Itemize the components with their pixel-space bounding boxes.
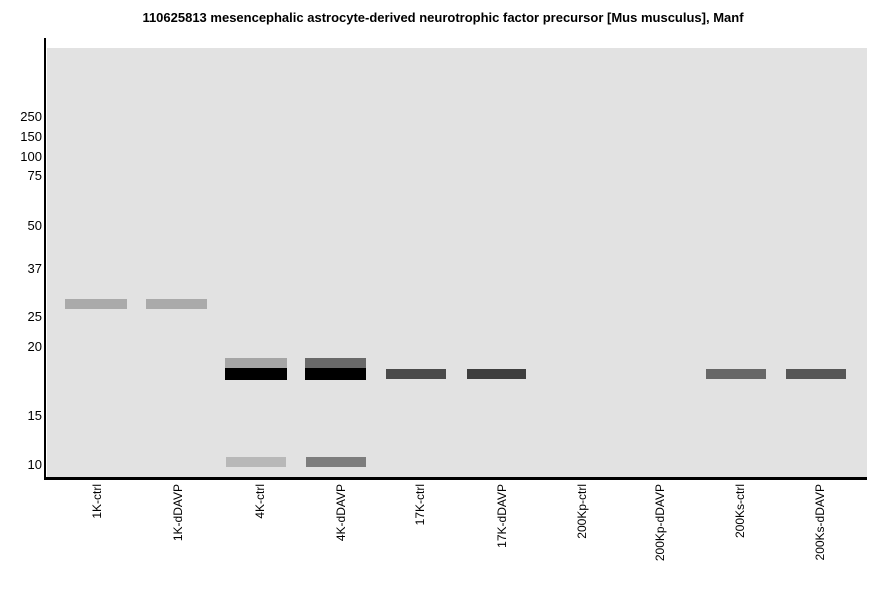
y-tick-label: 50 — [27, 218, 42, 233]
y-tick-label: 37 — [27, 261, 42, 276]
lane-label: 1K-dDAVP — [171, 484, 185, 542]
lane-label: 17K-dDAVP — [495, 484, 509, 548]
chart-title: 110625813 mesencephalic astrocyte-derive… — [142, 10, 744, 25]
lane-label: 4K-dDAVP — [334, 484, 348, 542]
lane-label: 200Ks-dDAVP — [813, 484, 827, 561]
y-tick-label: 75 — [27, 168, 42, 183]
lane-label: 200Kp-ctrl — [575, 484, 589, 539]
y-tick-label: 150 — [20, 129, 42, 144]
y-tick-label: 10 — [27, 457, 42, 472]
x-axis-labels: 1K-ctrl 1K-dDAVP 4K-ctrl 4K-dDAVP 17K-ctrl 17… — [0, 482, 886, 595]
lane-label: 200Ks-ctrl — [733, 484, 747, 539]
y-tick-label: 250 — [20, 109, 42, 124]
y-tick-label: 100 — [20, 149, 42, 164]
x-axis-line — [44, 477, 867, 480]
y-tick-label: 15 — [27, 408, 42, 423]
lane-label: 4K-ctrl — [253, 484, 267, 519]
y-tick-label: 20 — [27, 339, 42, 354]
plot-area — [47, 48, 867, 478]
y-tick-label: 25 — [27, 309, 42, 324]
y-axis-line — [44, 38, 46, 478]
lane-label: 200Kp-dDAVP — [653, 484, 667, 562]
lane-label: 17K-ctrl — [413, 484, 427, 526]
lane-label: 1K-ctrl — [90, 484, 104, 519]
